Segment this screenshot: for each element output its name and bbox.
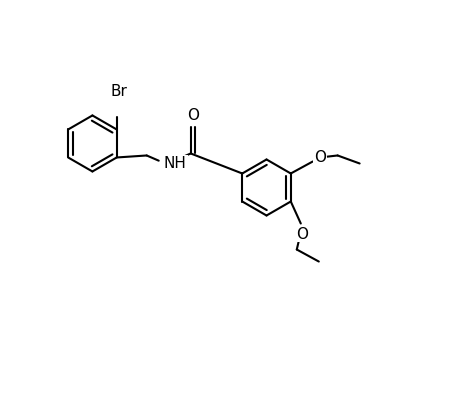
Text: NH: NH (164, 156, 187, 171)
Text: O: O (314, 150, 326, 165)
Text: O: O (187, 108, 199, 123)
Text: O: O (296, 227, 308, 242)
Text: Br: Br (110, 85, 127, 100)
